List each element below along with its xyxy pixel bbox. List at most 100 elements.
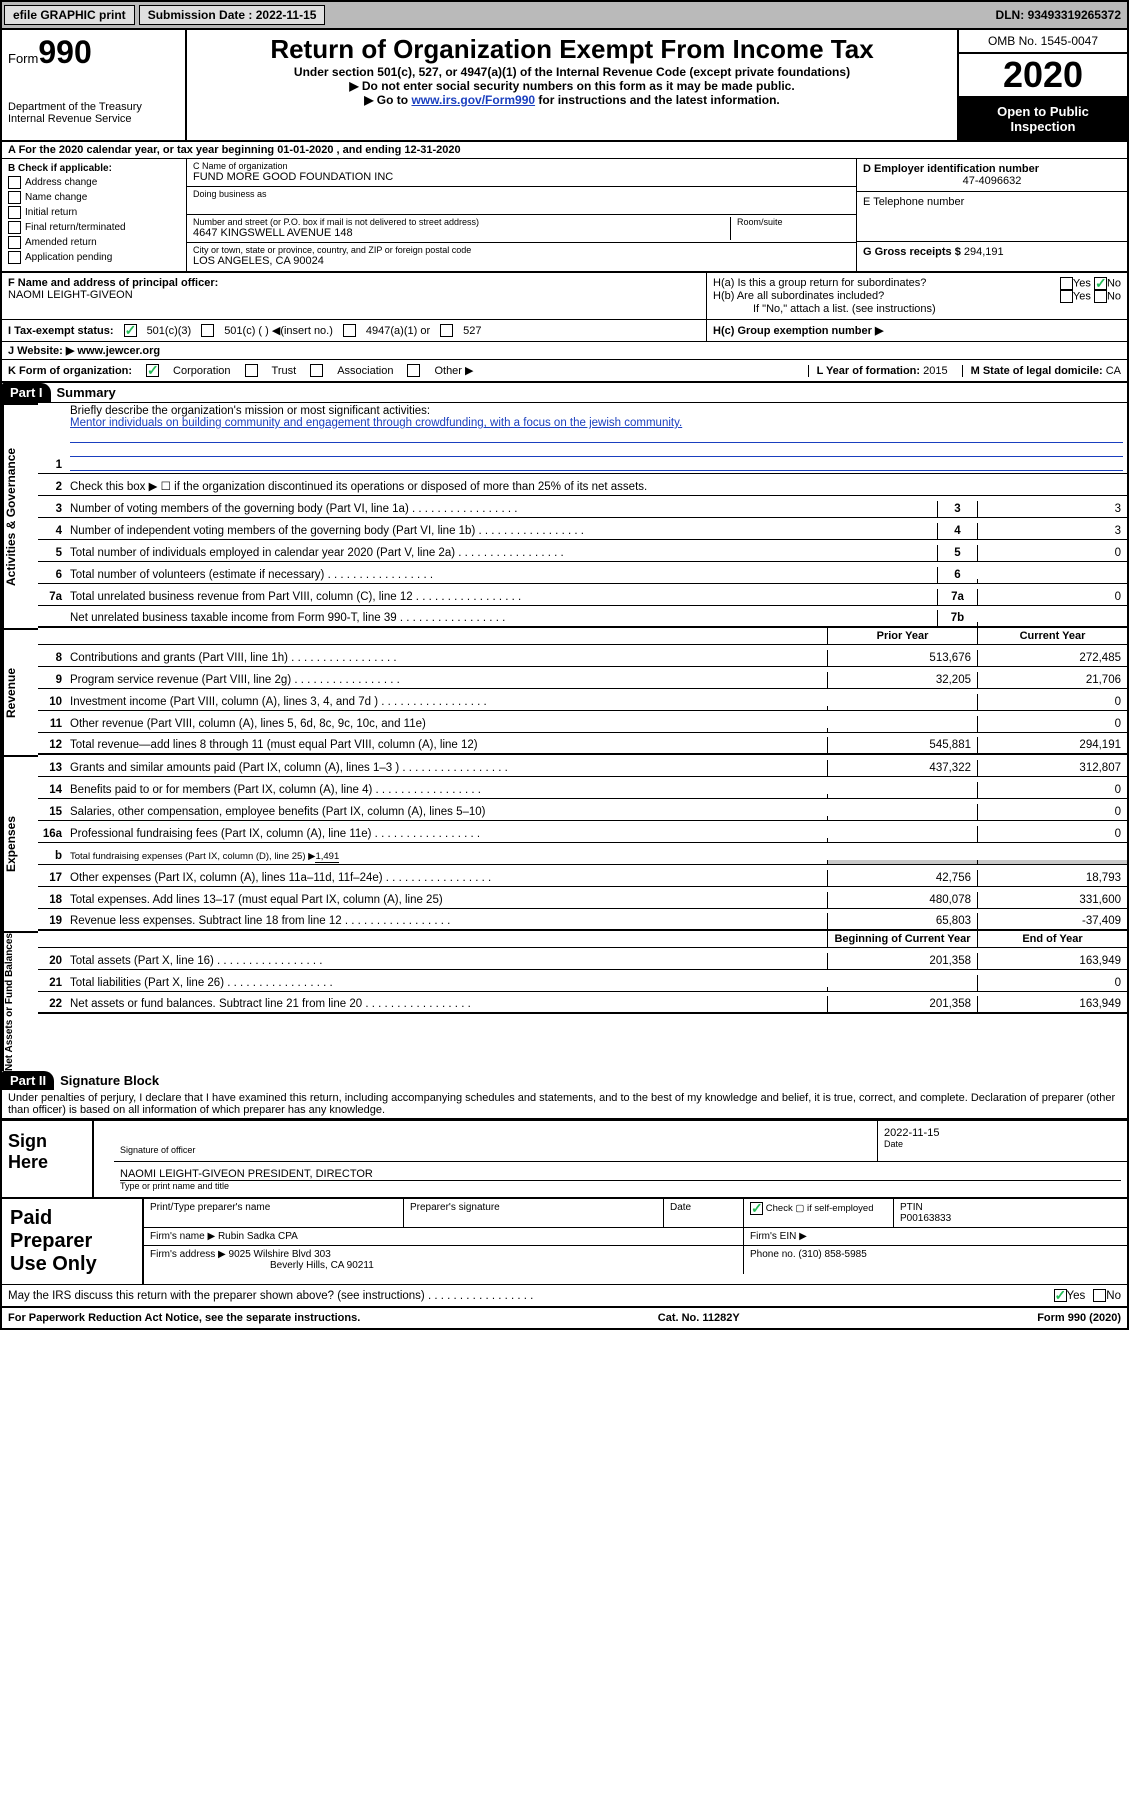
c-room-label: Room/suite: [737, 217, 850, 227]
row-i-hc: I Tax-exempt status: 501(c)(3) 501(c) ( …: [2, 320, 1127, 342]
chk-name-change[interactable]: [8, 191, 21, 204]
q1-answer: Mentor individuals on building community…: [70, 417, 682, 429]
form-note1: ▶ Do not enter social security numbers o…: [195, 79, 949, 93]
form-note2: ▶ Go to www.irs.gov/Form990 for instruct…: [195, 93, 949, 107]
form-990-page: efile GRAPHIC print Submission Date : 20…: [0, 0, 1129, 1330]
submission-date: 2022-11-15: [256, 8, 317, 22]
hb-no[interactable]: [1094, 290, 1107, 303]
discuss-no[interactable]: [1093, 1289, 1106, 1302]
e-label: E Telephone number: [863, 196, 1121, 208]
c-addr-value: 4647 KINGSWELL AVENUE 148: [193, 227, 730, 239]
py10: [827, 706, 977, 710]
dln-segment: DLN: 93493319265372: [996, 8, 1127, 22]
form-page-label: Form 990 (2020): [1037, 1312, 1121, 1324]
q18: Total expenses. Add lines 13–17 (must eq…: [66, 892, 827, 908]
page-footer: For Paperwork Reduction Act Notice, see …: [2, 1306, 1127, 1328]
firm-name-label: Firm's name ▶: [150, 1231, 215, 1242]
cy21: 0: [977, 975, 1127, 991]
ha-no[interactable]: [1094, 277, 1107, 290]
topbar-spacer: [327, 13, 995, 17]
chk-assoc[interactable]: [310, 364, 323, 377]
paid-preparer-label: Paid Preparer Use Only: [2, 1199, 142, 1284]
opt-name-change: Name change: [25, 192, 87, 203]
row-klm: K Form of organization: Corporation Trus…: [2, 360, 1127, 383]
ha-label: H(a) Is this a group return for subordin…: [713, 277, 926, 290]
cy9: 21,706: [977, 672, 1127, 688]
tax-year: 2020: [959, 54, 1127, 98]
chk-501c3[interactable]: [124, 324, 137, 337]
dln-value: 93493319265372: [1028, 8, 1121, 22]
note2-post: for instructions and the latest informat…: [535, 93, 780, 107]
section-expenses: Expenses 13Grants and similar amounts pa…: [2, 755, 1127, 931]
cy11: 0: [977, 716, 1127, 732]
py16b-grey: [827, 860, 977, 864]
q21: Total liabilities (Part X, line 26): [66, 975, 827, 991]
v5: 0: [977, 545, 1127, 561]
q9: Program service revenue (Part VIII, line…: [66, 672, 827, 688]
i-label: I Tax-exempt status:: [8, 325, 114, 337]
chk-corp[interactable]: [146, 364, 159, 377]
q17: Other expenses (Part IX, column (A), lin…: [66, 870, 827, 886]
opt-other: Other ▶: [434, 364, 473, 377]
submission-date-segment: Submission Date : 2022-11-15: [139, 5, 326, 25]
py13: 437,322: [827, 760, 977, 776]
py19: 65,803: [827, 913, 977, 929]
chk-trust[interactable]: [245, 364, 258, 377]
officer-date: 2022-11-15: [884, 1127, 1121, 1139]
q3: Number of voting members of the governin…: [66, 501, 937, 517]
vlabel-naf: Net Assets or Fund Balances: [2, 931, 38, 1071]
opt-app-pending: Application pending: [25, 252, 112, 263]
ha-yes[interactable]: [1060, 277, 1073, 290]
py11: [827, 728, 977, 732]
discuss-yes[interactable]: [1054, 1289, 1067, 1302]
q1: Briefly describe the organization's miss…: [70, 405, 430, 417]
q13: Grants and similar amounts paid (Part IX…: [66, 760, 827, 776]
q8: Contributions and grants (Part VIII, lin…: [66, 650, 827, 666]
chk-self-employed[interactable]: [750, 1202, 763, 1215]
phone-label: Phone no.: [750, 1249, 796, 1260]
pra-notice: For Paperwork Reduction Act Notice, see …: [8, 1312, 360, 1324]
opt-trust: Trust: [272, 365, 297, 377]
cy10: 0: [977, 694, 1127, 710]
py14: [827, 794, 977, 798]
part1-title: Summary: [51, 383, 122, 402]
cy16b-grey: [977, 860, 1127, 864]
chk-other[interactable]: [407, 364, 420, 377]
hb-yes[interactable]: [1060, 290, 1073, 303]
cy18: 331,600: [977, 892, 1127, 908]
section-net-assets: Net Assets or Fund Balances Beginning of…: [2, 931, 1127, 1071]
chk-final-return[interactable]: [8, 221, 21, 234]
opt-final-return: Final return/terminated: [25, 222, 126, 233]
q19: Revenue less expenses. Subtract line 18 …: [66, 913, 827, 929]
dept-treasury: Department of the Treasury: [8, 101, 179, 113]
d-label: D Employer identification number: [863, 163, 1121, 175]
q5: Total number of individuals employed in …: [66, 545, 937, 561]
chk-501c[interactable]: [201, 324, 214, 337]
chk-app-pending[interactable]: [8, 251, 21, 264]
chk-4947[interactable]: [343, 324, 356, 337]
opt-501c3: 501(c)(3): [147, 325, 192, 337]
open-inspection: Open to Public Inspection: [959, 98, 1127, 140]
q14: Benefits paid to or for members (Part IX…: [66, 782, 827, 798]
chk-527[interactable]: [440, 324, 453, 337]
cy22: 163,949: [977, 996, 1127, 1012]
chk-amended-return[interactable]: [8, 236, 21, 249]
c-city-value: LOS ANGELES, CA 90024: [193, 255, 850, 267]
sign-here-block: Sign Here Signature of officer 2022-11-1…: [2, 1119, 1127, 1197]
cy15: 0: [977, 804, 1127, 820]
hdr-bcy: Beginning of Current Year: [827, 931, 977, 947]
c-addr-label: Number and street (or P.O. box if mail i…: [193, 217, 730, 227]
g-value: 294,191: [964, 246, 1004, 258]
efile-print-button[interactable]: efile GRAPHIC print: [4, 5, 135, 25]
form-subtitle: Under section 501(c), 527, or 4947(a)(1)…: [195, 65, 949, 79]
chk-address-change[interactable]: [8, 176, 21, 189]
irs-link[interactable]: www.irs.gov/Form990: [411, 93, 535, 107]
opt-4947: 4947(a)(1) or: [366, 325, 430, 337]
hdr-current-year: Current Year: [977, 628, 1127, 644]
q16b: Total fundraising expenses (Part IX, col…: [70, 851, 315, 862]
py17: 42,756: [827, 870, 977, 886]
chk-initial-return[interactable]: [8, 206, 21, 219]
py20: 201,358: [827, 953, 977, 969]
l-label: L Year of formation:: [817, 365, 921, 377]
opt-501c: 501(c) ( ) ◀(insert no.): [224, 324, 333, 337]
